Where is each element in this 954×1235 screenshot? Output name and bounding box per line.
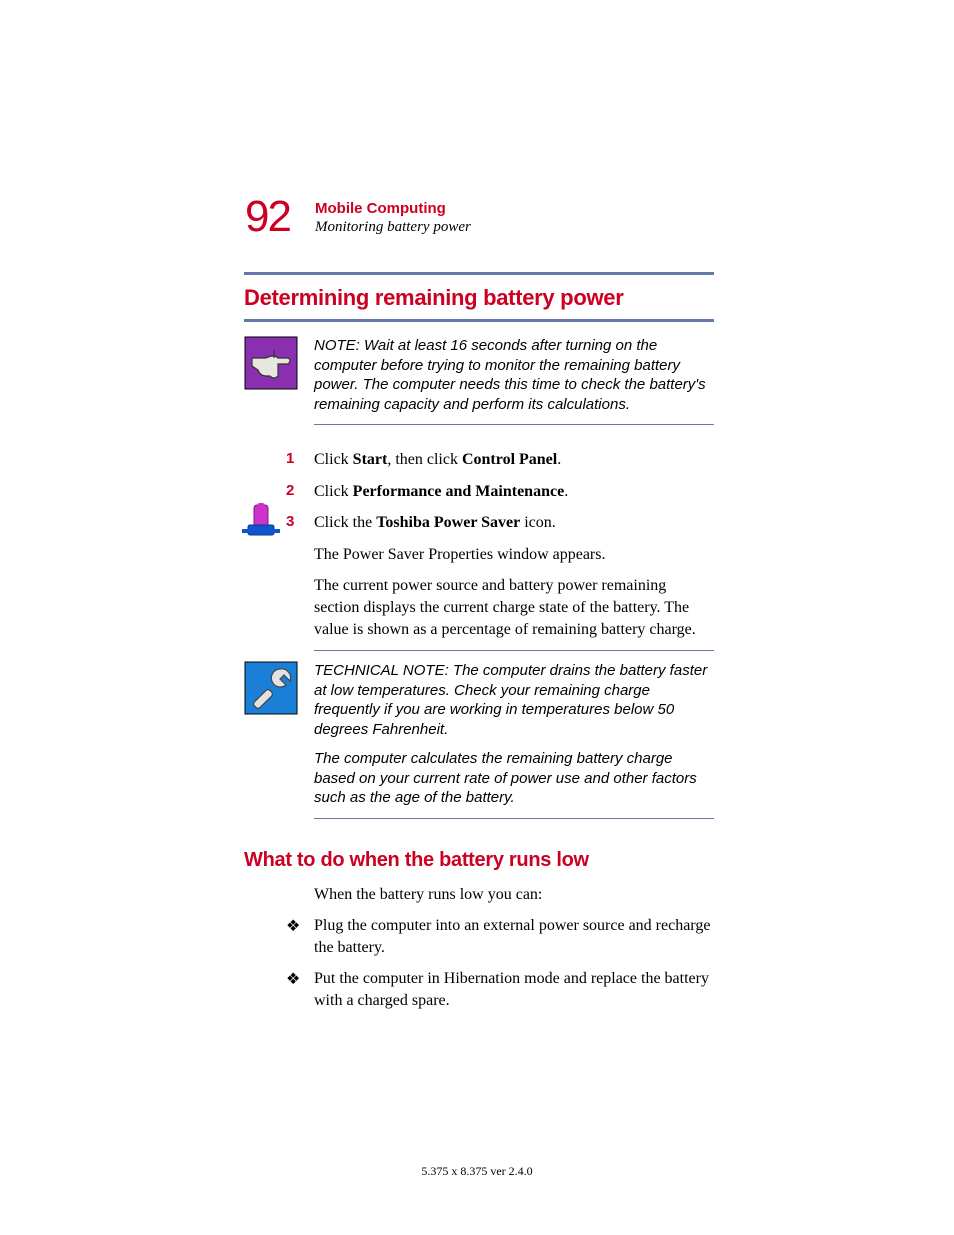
bullet-item: ❖ Plug the computer into an external pow… — [314, 915, 714, 958]
note-text: NOTE: Wait at least 16 seconds after tur… — [314, 336, 714, 414]
heading-1: Determining remaining battery power — [244, 285, 714, 311]
rule-thin-3 — [314, 818, 714, 819]
bullet-text: Put the computer in Hibernation mode and… — [314, 970, 709, 1009]
bullet-glyph-icon: ❖ — [286, 969, 300, 991]
technical-note-block: TECHNICAL NOTE: The computer drains the … — [244, 661, 714, 808]
section2-intro: When the battery runs low you can: — [314, 884, 714, 906]
rule-thin-2 — [314, 650, 714, 651]
battery-saver-icon — [242, 503, 280, 537]
wrench-icon — [244, 661, 298, 715]
step-text: Click Performance and Maintenance. — [314, 483, 568, 500]
page-number: 92 — [245, 192, 290, 242]
step-number: 2 — [286, 481, 294, 501]
rule-top-2 — [244, 319, 714, 322]
step-3: 3 Click the Toshiba Power Saver icon. — [314, 512, 714, 534]
technical-note-text: TECHNICAL NOTE: The computer drains the … — [314, 661, 714, 808]
body-paragraph: The Power Saver Properties window appear… — [314, 544, 714, 566]
bullet-text: Plug the computer into an external power… — [314, 917, 710, 956]
step-text: Click Start, then click Control Panel. — [314, 451, 561, 468]
step-number: 3 — [286, 512, 294, 532]
step-number: 1 — [286, 449, 294, 469]
note-hand-icon — [244, 336, 298, 390]
steps-list: 1 Click Start, then click Control Panel.… — [244, 449, 714, 640]
page: 92 Mobile Computing Monitoring battery p… — [0, 0, 954, 195]
technote-paragraph-2: The computer calculates the remaining ba… — [314, 749, 714, 808]
page-header: Mobile Computing Monitoring battery powe… — [315, 200, 471, 236]
section2-body: When the battery runs low you can: ❖ Plu… — [244, 884, 714, 1012]
chapter-title: Mobile Computing — [315, 200, 471, 217]
note-block: NOTE: Wait at least 16 seconds after tur… — [244, 336, 714, 414]
bullet-item: ❖ Put the computer in Hibernation mode a… — [314, 968, 714, 1011]
technote-paragraph-1: TECHNICAL NOTE: The computer drains the … — [314, 661, 714, 739]
heading-2: What to do when the battery runs low — [244, 849, 714, 872]
step-text: Click the Toshiba Power Saver icon. — [314, 514, 556, 531]
note-paragraph: NOTE: Wait at least 16 seconds after tur… — [314, 336, 714, 414]
body-paragraph: The current power source and battery pow… — [314, 575, 714, 640]
step-2: 2 Click Performance and Maintenance. — [314, 481, 714, 503]
page-footer: 5.375 x 8.375 ver 2.4.0 — [0, 1164, 954, 1179]
content-area: Determining remaining battery power NOTE… — [244, 272, 714, 1022]
bullet-glyph-icon: ❖ — [286, 916, 300, 938]
rule-thin-1 — [314, 424, 714, 425]
section-subtitle: Monitoring battery power — [315, 219, 471, 236]
step-1: 1 Click Start, then click Control Panel. — [314, 449, 714, 471]
rule-top-1 — [244, 272, 714, 275]
